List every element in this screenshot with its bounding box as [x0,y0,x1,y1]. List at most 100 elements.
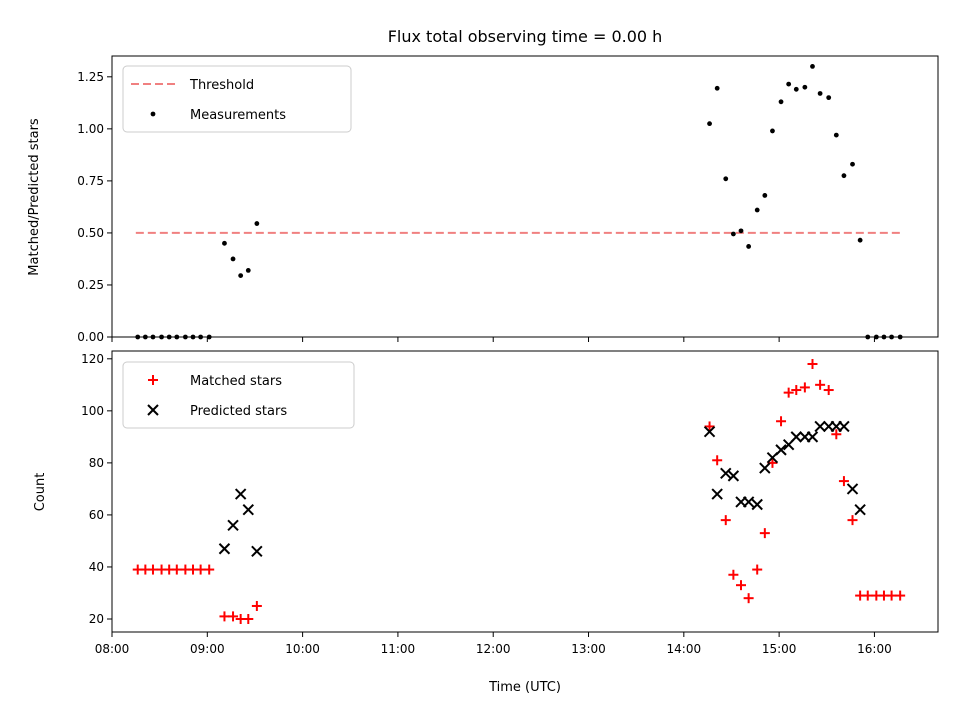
bottom-x-tick-label: 15:00 [762,642,797,656]
measurement-point [230,256,236,262]
predicted-point [727,470,740,482]
legend-predicted-marker-b [147,404,159,416]
matched-point [736,580,747,591]
predicted-point [814,420,826,433]
predicted-point [720,467,732,479]
top-y-tick-label: 1.00 [77,122,104,136]
matched-point [823,385,834,396]
predicted-point-b [711,488,723,500]
chart-title: Flux total observing time = 0.00 h [388,27,663,46]
predicted-point [846,483,859,495]
predicted-point-b [806,431,819,443]
bottom-x-tick-label: 09:00 [190,642,225,656]
legend-predicted-marker [147,404,159,416]
predicted-point-b [251,545,263,558]
predicted-point [806,431,819,443]
matched-point [712,455,723,466]
matched-point [847,515,858,526]
bottom-x-tick-label: 08:00 [95,642,130,656]
matched-point [838,476,849,487]
matched-point [776,416,787,427]
predicted-point-b [790,431,802,443]
matched-point [815,379,826,390]
matched-point [895,590,906,601]
measurement-point [714,85,720,91]
measurement-point [802,84,808,90]
matched-point [886,590,897,601]
matched-point [204,564,215,575]
bottom-x-tick-label: 16:00 [857,642,892,656]
predicted-point [703,425,716,438]
predicted-point [251,545,263,558]
predicted-point-b [751,498,763,511]
predicted-point [790,431,802,443]
legend-measurements-swatch [150,111,156,117]
matched-point [720,515,731,526]
count-points [132,359,906,624]
predicted-point-b [242,504,254,516]
predicted-point [751,498,763,511]
legend-matched-swatch [148,375,158,385]
matched-point [195,564,206,575]
top-axes-frame [111,55,939,338]
bottom-x-tick-label: 13:00 [571,642,606,656]
bottom-legend: Matched stars Predicted stars [122,361,355,429]
predicted-point-b [742,496,755,508]
bottom-y-tick-label: 120 [81,352,104,366]
predicted-point-b [854,504,866,516]
predicted-point [742,496,755,508]
top-y-tick-label: 0.00 [77,330,104,344]
predicted-point [227,519,239,532]
bottom-y-axis-label: Count [33,473,48,512]
matched-point [171,564,182,575]
top-y-axis-label: Matched/Predicted stars [27,118,42,276]
measurement-point [850,161,855,167]
bottom-x-ticks: 08:00 09:00 10:00 11:00 12:00 13:00 14:00 15:00… [95,632,892,656]
legend-matched-label: Matched stars [190,374,282,389]
bottom-y-tick-label: 100 [81,404,104,418]
legend-matched-marker [148,375,158,385]
bottom-x-tick-label: 11:00 [381,642,416,656]
predicted-point-b [218,543,231,555]
legend-measurements-label: Measurements [190,108,286,123]
predicted-point-b [227,519,239,532]
matched-point [228,611,239,622]
predicted-point [759,462,771,474]
bottom-x-tick-label: 12:00 [476,642,511,656]
matched-point [743,593,754,604]
bottom-legend-box [122,361,355,429]
predicted-point-b [703,425,716,438]
bottom-x-tick-label: 14:00 [667,642,702,656]
matched-point [147,564,158,575]
measurement-point [254,221,260,226]
predicted-point-b [759,462,771,474]
predicted-point-b [814,420,826,433]
bottom-x-tick-label: 10:00 [285,642,320,656]
top-panel: Flux total observing time = 0.00 h Match… [27,27,939,344]
measurement-point [857,237,863,243]
x-axis-label: Time (UTC) [488,680,561,695]
matched-point [862,590,873,601]
measurement-point [762,193,768,198]
predicted-point [242,504,254,516]
predicted-point-b [727,470,740,482]
legend-predicted-swatch [147,404,159,416]
matched-point [807,359,818,370]
bottom-axes-frame [111,350,939,633]
top-y-tick-label: 1.25 [77,70,104,84]
predicted-point-b [234,488,247,500]
top-legend-box [122,65,352,133]
bottom-y-tick-label: 40 [89,560,104,574]
measurement-point [778,99,784,105]
measurement-point [245,267,251,273]
predicted-point [854,504,866,516]
top-y-ticks: 0.00 0.25 0.50 0.75 1.00 1.25 [77,70,112,344]
top-y-tick-label: 0.25 [77,278,104,292]
measurement-point [707,121,712,127]
bottom-y-tick-label: 80 [89,456,104,470]
measurement-point [841,173,847,179]
matched-point [752,564,763,575]
bottom-y-tick-label: 60 [89,508,104,522]
predicted-point-b [775,444,787,456]
